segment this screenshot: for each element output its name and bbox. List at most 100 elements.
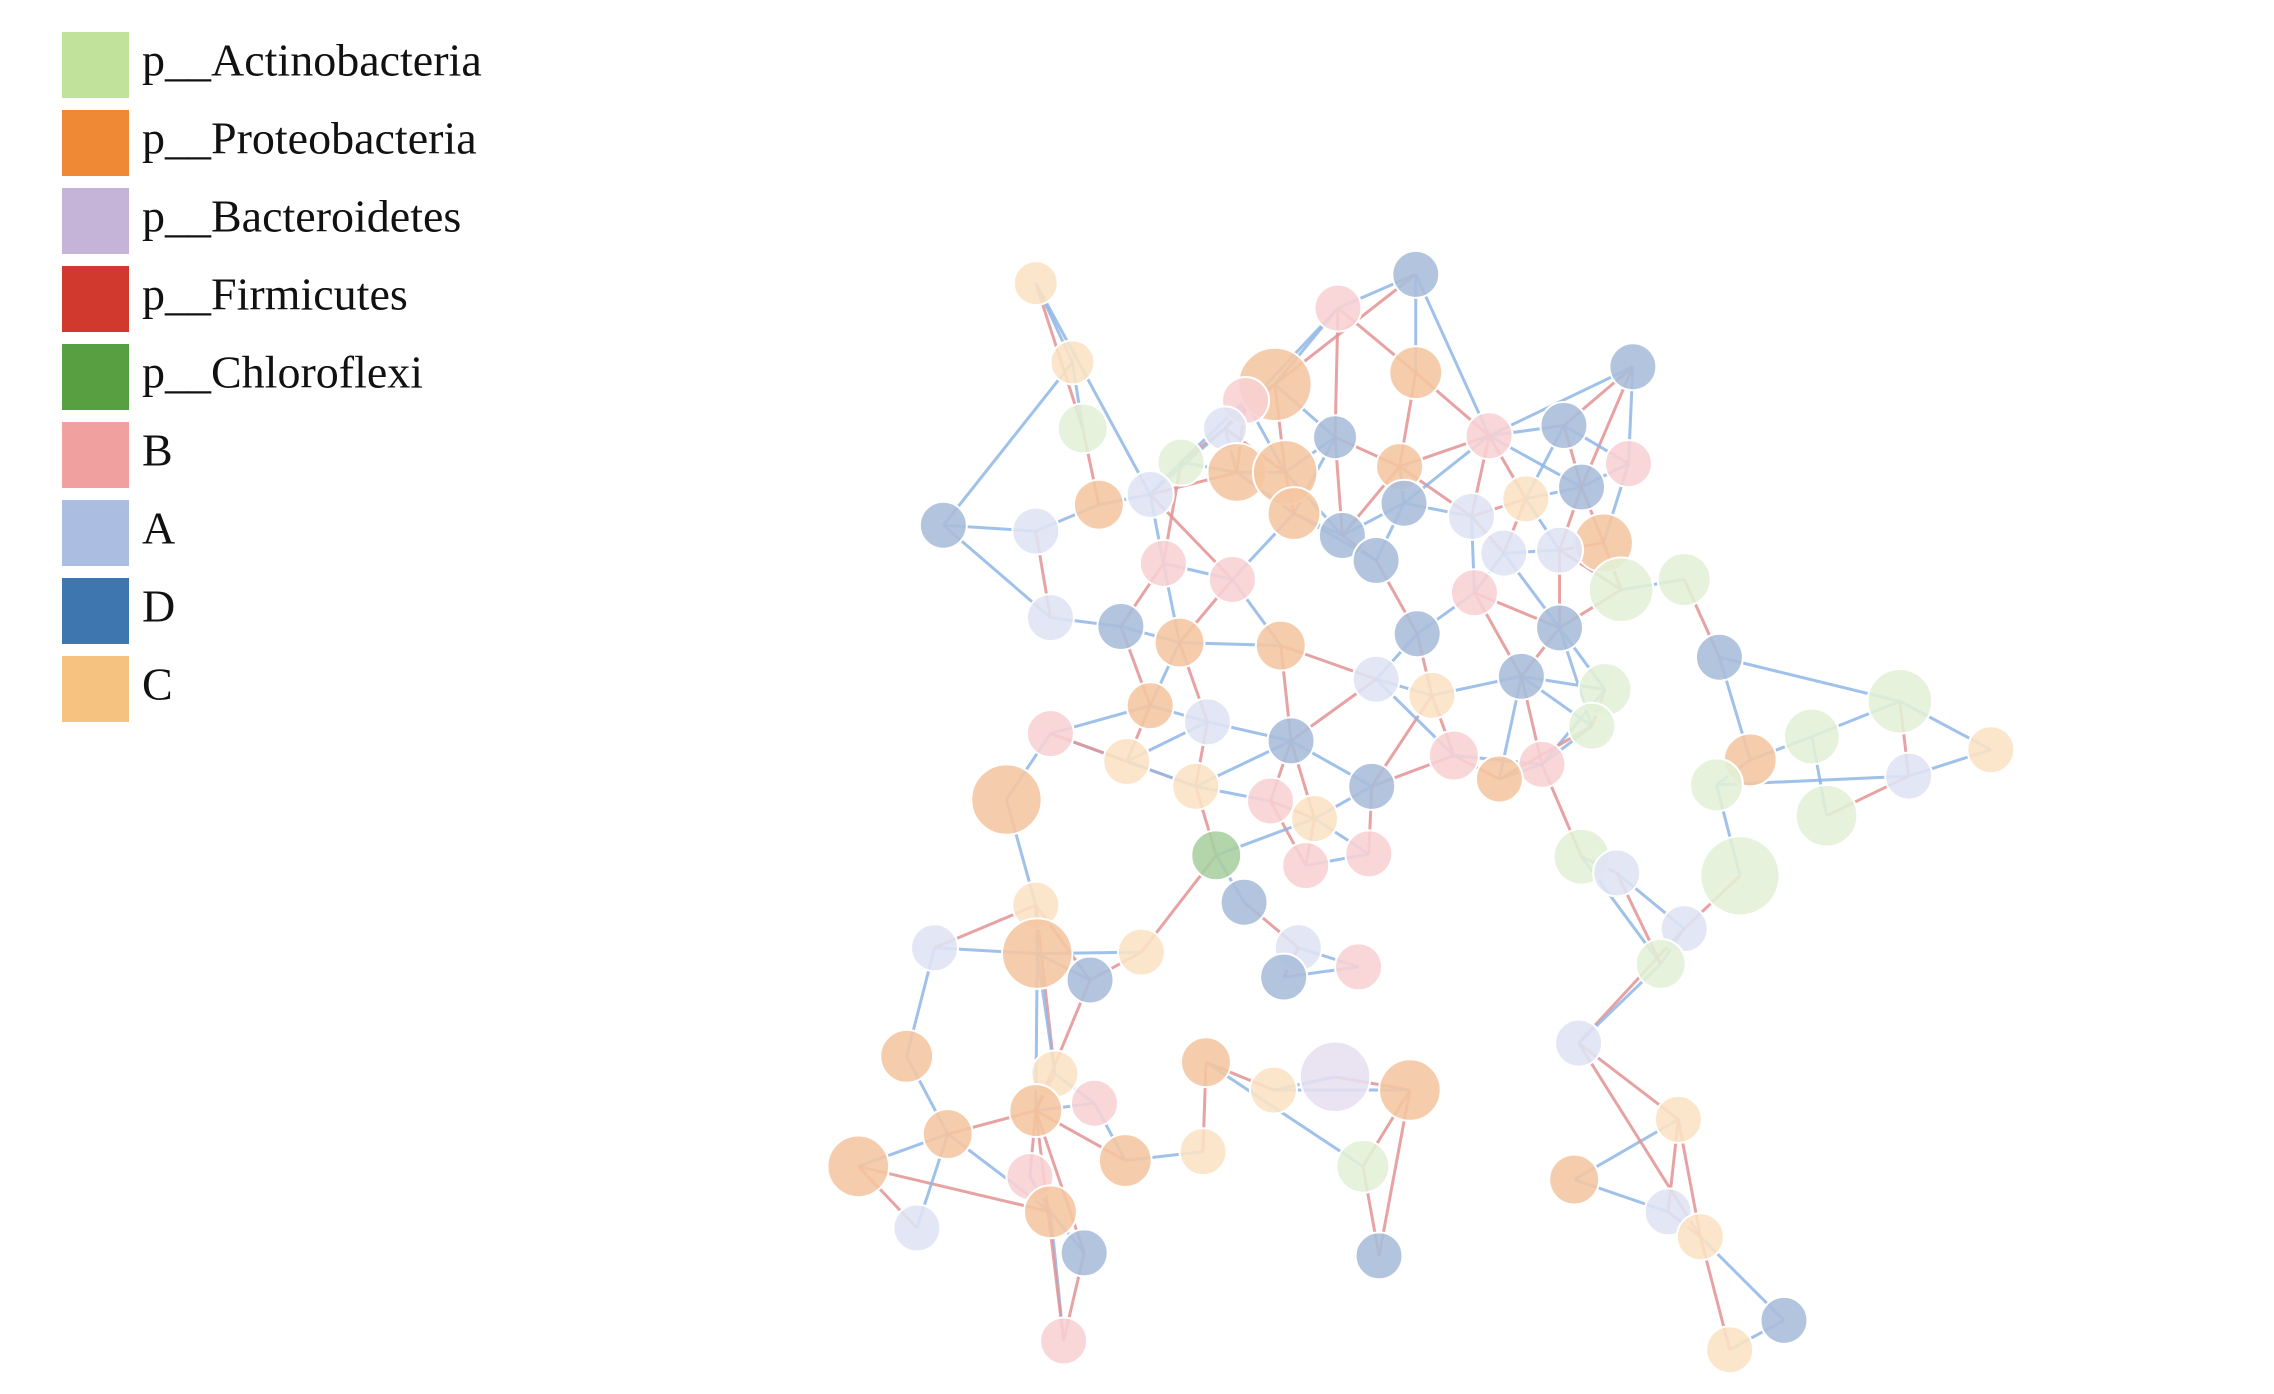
node: [1281, 841, 1331, 891]
edge: [1414, 273, 1491, 437]
node: [918, 500, 968, 550]
node: [1479, 528, 1529, 578]
legend-label: p__Proteobacteria: [142, 113, 477, 164]
node: [1102, 736, 1152, 786]
legend-label: C: [142, 659, 173, 710]
node: [1464, 411, 1514, 461]
node: [1259, 952, 1309, 1002]
legend-label: p__Firmicutes: [142, 269, 408, 320]
node: [1039, 1316, 1089, 1366]
node: [1335, 1138, 1391, 1194]
node: [1659, 904, 1709, 954]
node: [1496, 651, 1546, 701]
node: [1705, 1325, 1755, 1375]
node: [1535, 603, 1584, 653]
legend-swatch: [62, 656, 129, 722]
node: [1012, 260, 1059, 307]
node: [1266, 486, 1322, 541]
node: [1001, 917, 1074, 990]
node: [1153, 616, 1206, 669]
node: [1069, 1078, 1119, 1128]
legend-swatch: [62, 344, 129, 410]
node: [1065, 955, 1115, 1005]
node: [1378, 1058, 1442, 1122]
node: [826, 1134, 891, 1199]
node: [1266, 716, 1316, 766]
nodes: [826, 249, 2016, 1375]
node: [1351, 535, 1401, 585]
node: [1884, 751, 1934, 801]
node: [1592, 848, 1642, 898]
node: [1313, 283, 1363, 333]
node: [921, 1108, 974, 1161]
node: [1379, 478, 1429, 528]
legend-label: A: [142, 503, 175, 554]
node: [1290, 794, 1339, 844]
node: [1025, 593, 1075, 643]
node: [1539, 400, 1589, 450]
legend-label: D: [142, 581, 175, 632]
node: [1675, 1212, 1725, 1262]
node: [1391, 249, 1441, 299]
node: [970, 763, 1043, 836]
legend-label: B: [142, 425, 173, 476]
node: [1219, 877, 1269, 927]
legend-swatch: [62, 188, 129, 254]
legend-label: p__Chloroflexi: [142, 347, 423, 398]
legend: p__Actinobacteria p__Proteobacteria p__Bac…: [62, 32, 482, 722]
node: [1246, 776, 1295, 826]
node: [1072, 478, 1125, 531]
node: [1011, 506, 1061, 556]
node: [1049, 339, 1096, 386]
node: [1447, 491, 1496, 541]
node: [1656, 552, 1712, 607]
node: [1388, 345, 1444, 401]
node: [1567, 701, 1617, 751]
legend-swatch: [62, 266, 129, 332]
edge: [857, 1164, 1051, 1214]
node: [1653, 1094, 1703, 1144]
node: [1517, 739, 1567, 789]
node: [1759, 1295, 1809, 1345]
legend-label: p__Bacteroidetes: [142, 191, 461, 242]
node: [1171, 761, 1221, 811]
node: [1694, 632, 1744, 682]
node: [1138, 538, 1188, 588]
node: [1125, 681, 1175, 731]
node: [1548, 1153, 1601, 1206]
node: [1427, 729, 1480, 782]
node: [1178, 1127, 1228, 1177]
node: [1116, 927, 1166, 977]
node: [1608, 342, 1658, 392]
node: [879, 1028, 935, 1084]
node: [1794, 783, 1859, 848]
node: [1351, 654, 1401, 704]
node: [1699, 835, 1781, 917]
node: [1182, 697, 1232, 747]
node: [1782, 707, 1841, 766]
node: [1407, 670, 1457, 720]
node: [1587, 556, 1655, 624]
node: [1554, 1018, 1604, 1068]
node: [1298, 1040, 1372, 1114]
edge: [1034, 282, 1152, 496]
node: [1180, 1036, 1232, 1089]
legend-swatch: [62, 422, 129, 488]
node: [1604, 439, 1653, 489]
node: [1125, 469, 1175, 519]
node: [1254, 619, 1307, 672]
node: [1097, 1133, 1153, 1188]
node: [1156, 437, 1206, 487]
edge: [942, 361, 1074, 527]
node: [1634, 937, 1687, 990]
node: [1535, 525, 1584, 575]
node: [1344, 829, 1394, 879]
node: [1056, 402, 1109, 455]
node: [1334, 942, 1384, 992]
legend-label: p__Actinobacteria: [142, 35, 482, 86]
node: [1059, 1228, 1109, 1278]
node: [1347, 761, 1397, 811]
legend-swatch: [62, 578, 129, 644]
node: [1008, 1083, 1064, 1139]
